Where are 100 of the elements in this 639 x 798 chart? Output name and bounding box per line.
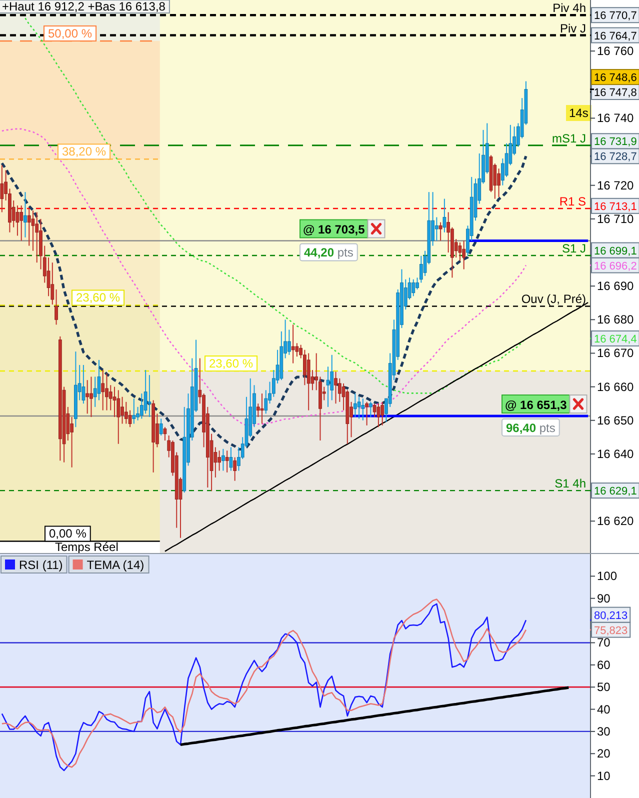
- text: 16 770,7: [594, 10, 637, 22]
- text: 16 728,7: [594, 151, 637, 164]
- y-tick-label: 16 650: [597, 413, 634, 428]
- candlestick: [380, 401, 384, 426]
- text: 16 699,1: [594, 245, 637, 258]
- y-tick-label: 16 620: [597, 514, 634, 528]
- annotation: 14s: [569, 106, 588, 120]
- annotation: 50,00 %: [48, 26, 92, 40]
- y-tick-label: 16 760: [597, 44, 634, 58]
- candlestick: [70, 416, 74, 468]
- legend-label: RSI (11): [19, 558, 63, 572]
- text: 16 747,8: [594, 87, 637, 99]
- candlestick: [105, 372, 108, 411]
- y-tick-label: 50: [597, 680, 611, 694]
- ref-line-label: Piv J: [560, 21, 586, 36]
- candlestick: [225, 450, 229, 473]
- candlestick: [144, 370, 148, 414]
- candlestick: [222, 448, 225, 472]
- candlestick: [120, 396, 124, 424]
- candlestick: [159, 418, 163, 436]
- text: 16 764,7: [594, 30, 637, 42]
- y-tick-label: 16 720: [597, 178, 634, 192]
- candlestick: [291, 324, 295, 364]
- candlestick: [82, 364, 86, 404]
- candlestick: [132, 398, 136, 424]
- candlestick: [86, 380, 90, 414]
- y-tick-label: 16 640: [597, 446, 634, 461]
- candlestick: [128, 410, 132, 428]
- text: 16 674,4: [594, 333, 637, 346]
- candlestick: [434, 216, 438, 242]
- y-tick-label: 70: [597, 636, 611, 650]
- candlestick: [334, 371, 338, 404]
- ref-line-label: S1 4h: [554, 476, 586, 491]
- candlestick: [233, 456, 237, 482]
- y-tick-label: 10: [597, 768, 611, 783]
- candlestick: [16, 204, 20, 236]
- annotation: 38,20 %: [62, 144, 106, 159]
- annotation: 0,00 %: [49, 526, 87, 541]
- y-tick-label: 90: [597, 591, 611, 606]
- candlestick: [376, 403, 380, 428]
- candlestick: [260, 393, 264, 424]
- annotation: 23,60 %: [76, 290, 120, 305]
- text: 16 748,6: [594, 72, 637, 84]
- candlestick: [442, 198, 446, 233]
- candlestick: [361, 398, 365, 421]
- text: 16 629,1: [594, 486, 637, 498]
- candlestick: [458, 242, 462, 262]
- candlestick: [497, 168, 500, 198]
- ref-line-label: mS1 J: [552, 131, 586, 146]
- y-tick-label: 100: [597, 569, 618, 584]
- annotation: 96,40 pts: [506, 421, 556, 436]
- annotation: 23,60 %: [209, 356, 254, 371]
- candlestick: [229, 446, 233, 472]
- y-tick-label: 30: [597, 724, 611, 738]
- ref-line-label: Ouv (J, Pré): [521, 292, 586, 306]
- annotation: 44,20 pts: [304, 246, 354, 260]
- legend-label: TEMA (14): [86, 558, 144, 572]
- candlestick: [218, 450, 221, 472]
- y-tick-label: 40: [597, 702, 611, 716]
- text: 80,213: [594, 610, 628, 622]
- y-tick-label: 16 710: [597, 212, 634, 226]
- candlestick: [124, 401, 128, 424]
- candlestick: [148, 374, 152, 418]
- candlestick: [35, 212, 39, 264]
- candlestick: [20, 204, 24, 242]
- candlestick: [54, 288, 58, 326]
- y-tick-label: 16 660: [597, 380, 634, 394]
- y-tick-label: 20: [597, 746, 611, 761]
- candlestick: [287, 329, 291, 356]
- candlestick: [438, 222, 442, 242]
- text: 16 731,9: [594, 136, 637, 148]
- candlestick: [0, 164, 4, 213]
- ref-line-label: Piv 4h: [552, 1, 586, 16]
- candlestick: [116, 390, 120, 444]
- annotation: Temps Réel: [55, 540, 118, 554]
- candlestick: [326, 366, 330, 408]
- ref-line-label: @ 16 703,5: [303, 222, 366, 237]
- text: 75,823: [594, 624, 628, 637]
- y-tick-label: 60: [597, 658, 611, 672]
- ref-line-label: S1 J: [562, 242, 586, 256]
- candlestick: [357, 396, 361, 420]
- ref-line-label: @ 16 651,3: [505, 398, 568, 412]
- candlestick: [24, 192, 27, 238]
- candlestick: [306, 352, 310, 411]
- candlestick: [462, 240, 466, 270]
- y-tick-label: 16 680: [597, 312, 634, 327]
- y-tick-label: 16 740: [597, 111, 634, 126]
- annotation: +Haut 16 912,2 +Bas 16 613,8: [2, 0, 166, 14]
- text: 16 696,2: [594, 260, 637, 272]
- candlestick: [353, 393, 357, 418]
- candlestick: [365, 401, 368, 426]
- line-series: [179, 686, 570, 746]
- text: 16 713,1: [594, 200, 637, 213]
- y-tick-label: 16 690: [597, 279, 634, 294]
- candlestick: [101, 370, 105, 411]
- y-tick-label: 16 670: [597, 346, 634, 360]
- candlestick: [264, 390, 268, 414]
- candlestick: [90, 376, 93, 418]
- candlestick: [369, 401, 372, 418]
- candlestick: [412, 278, 416, 297]
